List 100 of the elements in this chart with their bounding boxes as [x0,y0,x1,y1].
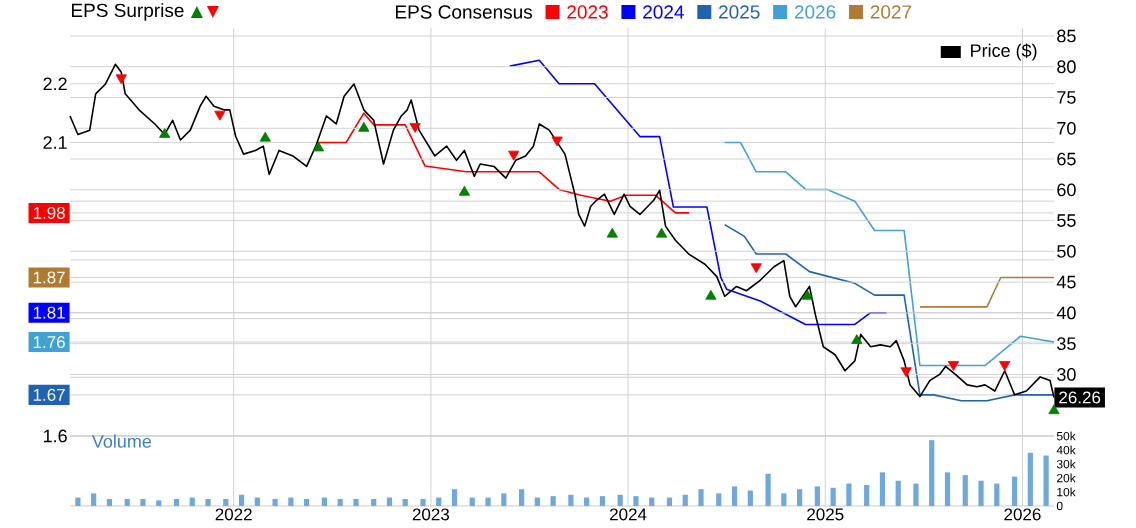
bar [485,497,491,506]
bar [1043,455,1049,506]
bar [797,489,803,506]
bar [205,498,211,506]
bar [994,483,1000,506]
point [750,263,762,274]
bar [864,484,870,506]
point [851,334,863,344]
point [259,131,271,142]
bar [895,480,901,506]
bar [337,498,343,506]
bar [140,498,146,506]
bar [830,487,836,506]
y-tick-label: 1.67 [33,388,65,401]
x-tick-label: 2024 [610,508,647,521]
point [312,141,325,152]
y2-tick-label: 45 [1056,275,1076,289]
legend-title: EPS Consensus [395,5,533,19]
point [159,128,171,138]
bar [223,498,229,506]
y2-tick-label: 55 [1057,214,1076,227]
bar [75,497,81,506]
bar [321,497,327,506]
x-tick-label: 2022 [215,508,252,521]
bar [386,497,393,506]
bar [91,493,97,506]
bar [944,472,951,506]
bar [254,497,260,506]
point [358,121,370,132]
y-tick-label: 1.87 [33,271,65,284]
bar [238,494,245,506]
legend-label: 2026 [794,5,836,19]
point [214,110,226,121]
point [947,361,960,371]
legend-label: Price ($) [971,43,1037,61]
bar [272,498,278,506]
y2-tick-label: 30 [1057,368,1076,381]
y2-tick-label: 65 [1057,152,1076,166]
legend-label: 2024 [643,5,684,19]
point [606,227,618,238]
point [409,123,421,133]
bar [436,497,442,506]
bar [451,489,458,506]
point [115,74,127,85]
point [551,136,563,147]
bar [913,483,919,506]
y2-tick-label: 70 [1057,121,1076,135]
y2-tick-label: 40 [1056,306,1076,320]
x-tick-label: 2023 [412,508,450,521]
point [1048,404,1060,415]
y2-tick-label: 80 [1057,60,1076,74]
bar [534,497,540,506]
bar [371,498,377,506]
bar [747,490,753,506]
y2-tick-label: 75 [1057,91,1076,104]
x-tick-label: 2025 [807,508,844,521]
bar [156,500,162,506]
point [705,289,717,300]
point [900,367,912,378]
point [655,227,668,238]
bar [978,480,984,506]
bar [929,440,935,506]
point [458,185,470,196]
bar [765,473,771,506]
bar [304,498,310,506]
legend-label: 2027 [870,5,912,19]
bar [288,497,294,506]
bar [666,497,673,506]
y2-tick-label: 35 [1057,337,1076,351]
y-tick-label: 1.6 [43,429,67,443]
bar [846,483,852,506]
y-tick-label: 2.2 [43,77,67,91]
bar [879,472,886,506]
y2-tick-label: 50 [1057,244,1076,258]
bar [649,497,655,506]
bar [682,494,688,506]
bar [402,498,408,506]
legend-label: 2023 [567,5,608,19]
bar [599,496,606,506]
bar [420,498,426,506]
y-tick-label: 2.1 [43,136,67,149]
bar [568,494,574,506]
bar [173,498,180,506]
point [801,289,814,300]
y-tick-label: 1.81 [33,306,65,319]
data-label: 26.26 [1059,391,1101,404]
bar [106,498,113,506]
point [999,361,1011,371]
bar [1027,452,1033,506]
bar [124,498,130,506]
bar [731,486,738,506]
bar [617,494,623,506]
x-tick-label: 2026 [1004,508,1041,521]
chart-title: Volume [91,434,152,448]
bar [716,493,722,506]
bar [518,489,525,506]
bar [469,497,475,506]
bar [353,498,359,506]
y-tick-label: 1.98 [33,206,65,219]
bar [633,496,639,506]
